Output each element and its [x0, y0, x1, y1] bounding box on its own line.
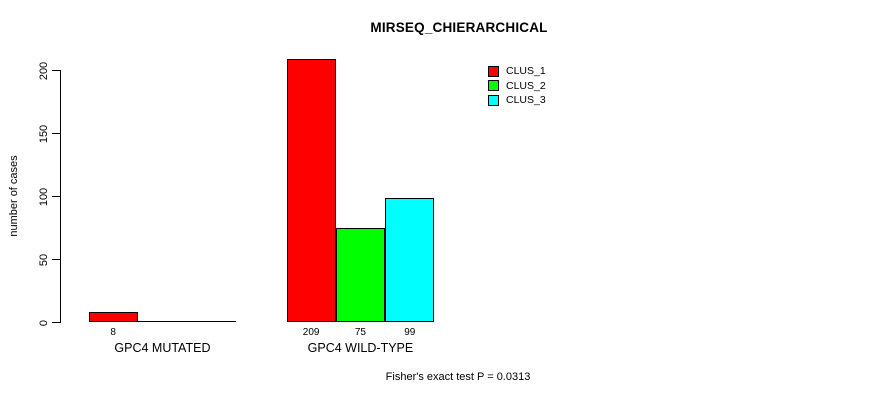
bar-CLUS_3 [385, 197, 435, 323]
bar-CLUS_2-zero [137, 321, 188, 323]
y-axis-tick-label: 50 [38, 253, 50, 266]
bar-value-label: 99 [404, 327, 416, 338]
bar-CLUS_1 [88, 312, 138, 323]
legend-row: CLUS_1 [488, 65, 546, 77]
y-axis-tick [51, 132, 60, 135]
chart-title: MIRSEQ_CHIERARCHICAL [370, 20, 548, 35]
y-axis-tick [51, 69, 60, 72]
bar-value-label: 75 [354, 327, 366, 338]
y-axis-tick [51, 321, 60, 324]
legend-label: CLUS_3 [506, 94, 546, 106]
y-axis-tick [51, 195, 60, 198]
bar-CLUS_1 [286, 59, 336, 323]
bar-CLUS_3-zero [187, 321, 237, 323]
y-axis-tick-label: 100 [38, 187, 50, 206]
legend-label: CLUS_1 [506, 65, 546, 77]
footnote-pvalue: Fisher's exact test P = 0.0313 [385, 371, 531, 383]
bar-value-label: 8 [110, 327, 116, 338]
y-axis-tick-label: 200 [38, 61, 50, 80]
y-axis-tick-label: 0 [38, 319, 50, 326]
legend-row: CLUS_2 [488, 80, 546, 92]
legend-row: CLUS_3 [488, 94, 546, 106]
legend: CLUS_1 CLUS_2 CLUS_3 [488, 65, 546, 106]
legend-swatch-clus_3 [488, 94, 499, 106]
x-axis-category-label: GPC4 MUTATED [114, 341, 211, 355]
y-axis-tick [51, 258, 60, 261]
y-axis-tick-label: 150 [38, 124, 50, 143]
bar-CLUS_2 [335, 228, 386, 323]
legend-swatch-clus_2 [488, 80, 499, 91]
legend-swatch-clus_1 [488, 65, 499, 77]
x-axis-category-label: GPC4 WILD-TYPE [307, 341, 414, 355]
bar-value-label: 209 [302, 327, 320, 338]
y-axis-title: number of cases [8, 155, 20, 237]
legend-label: CLUS_2 [506, 79, 546, 92]
y-axis-line [59, 70, 61, 323]
